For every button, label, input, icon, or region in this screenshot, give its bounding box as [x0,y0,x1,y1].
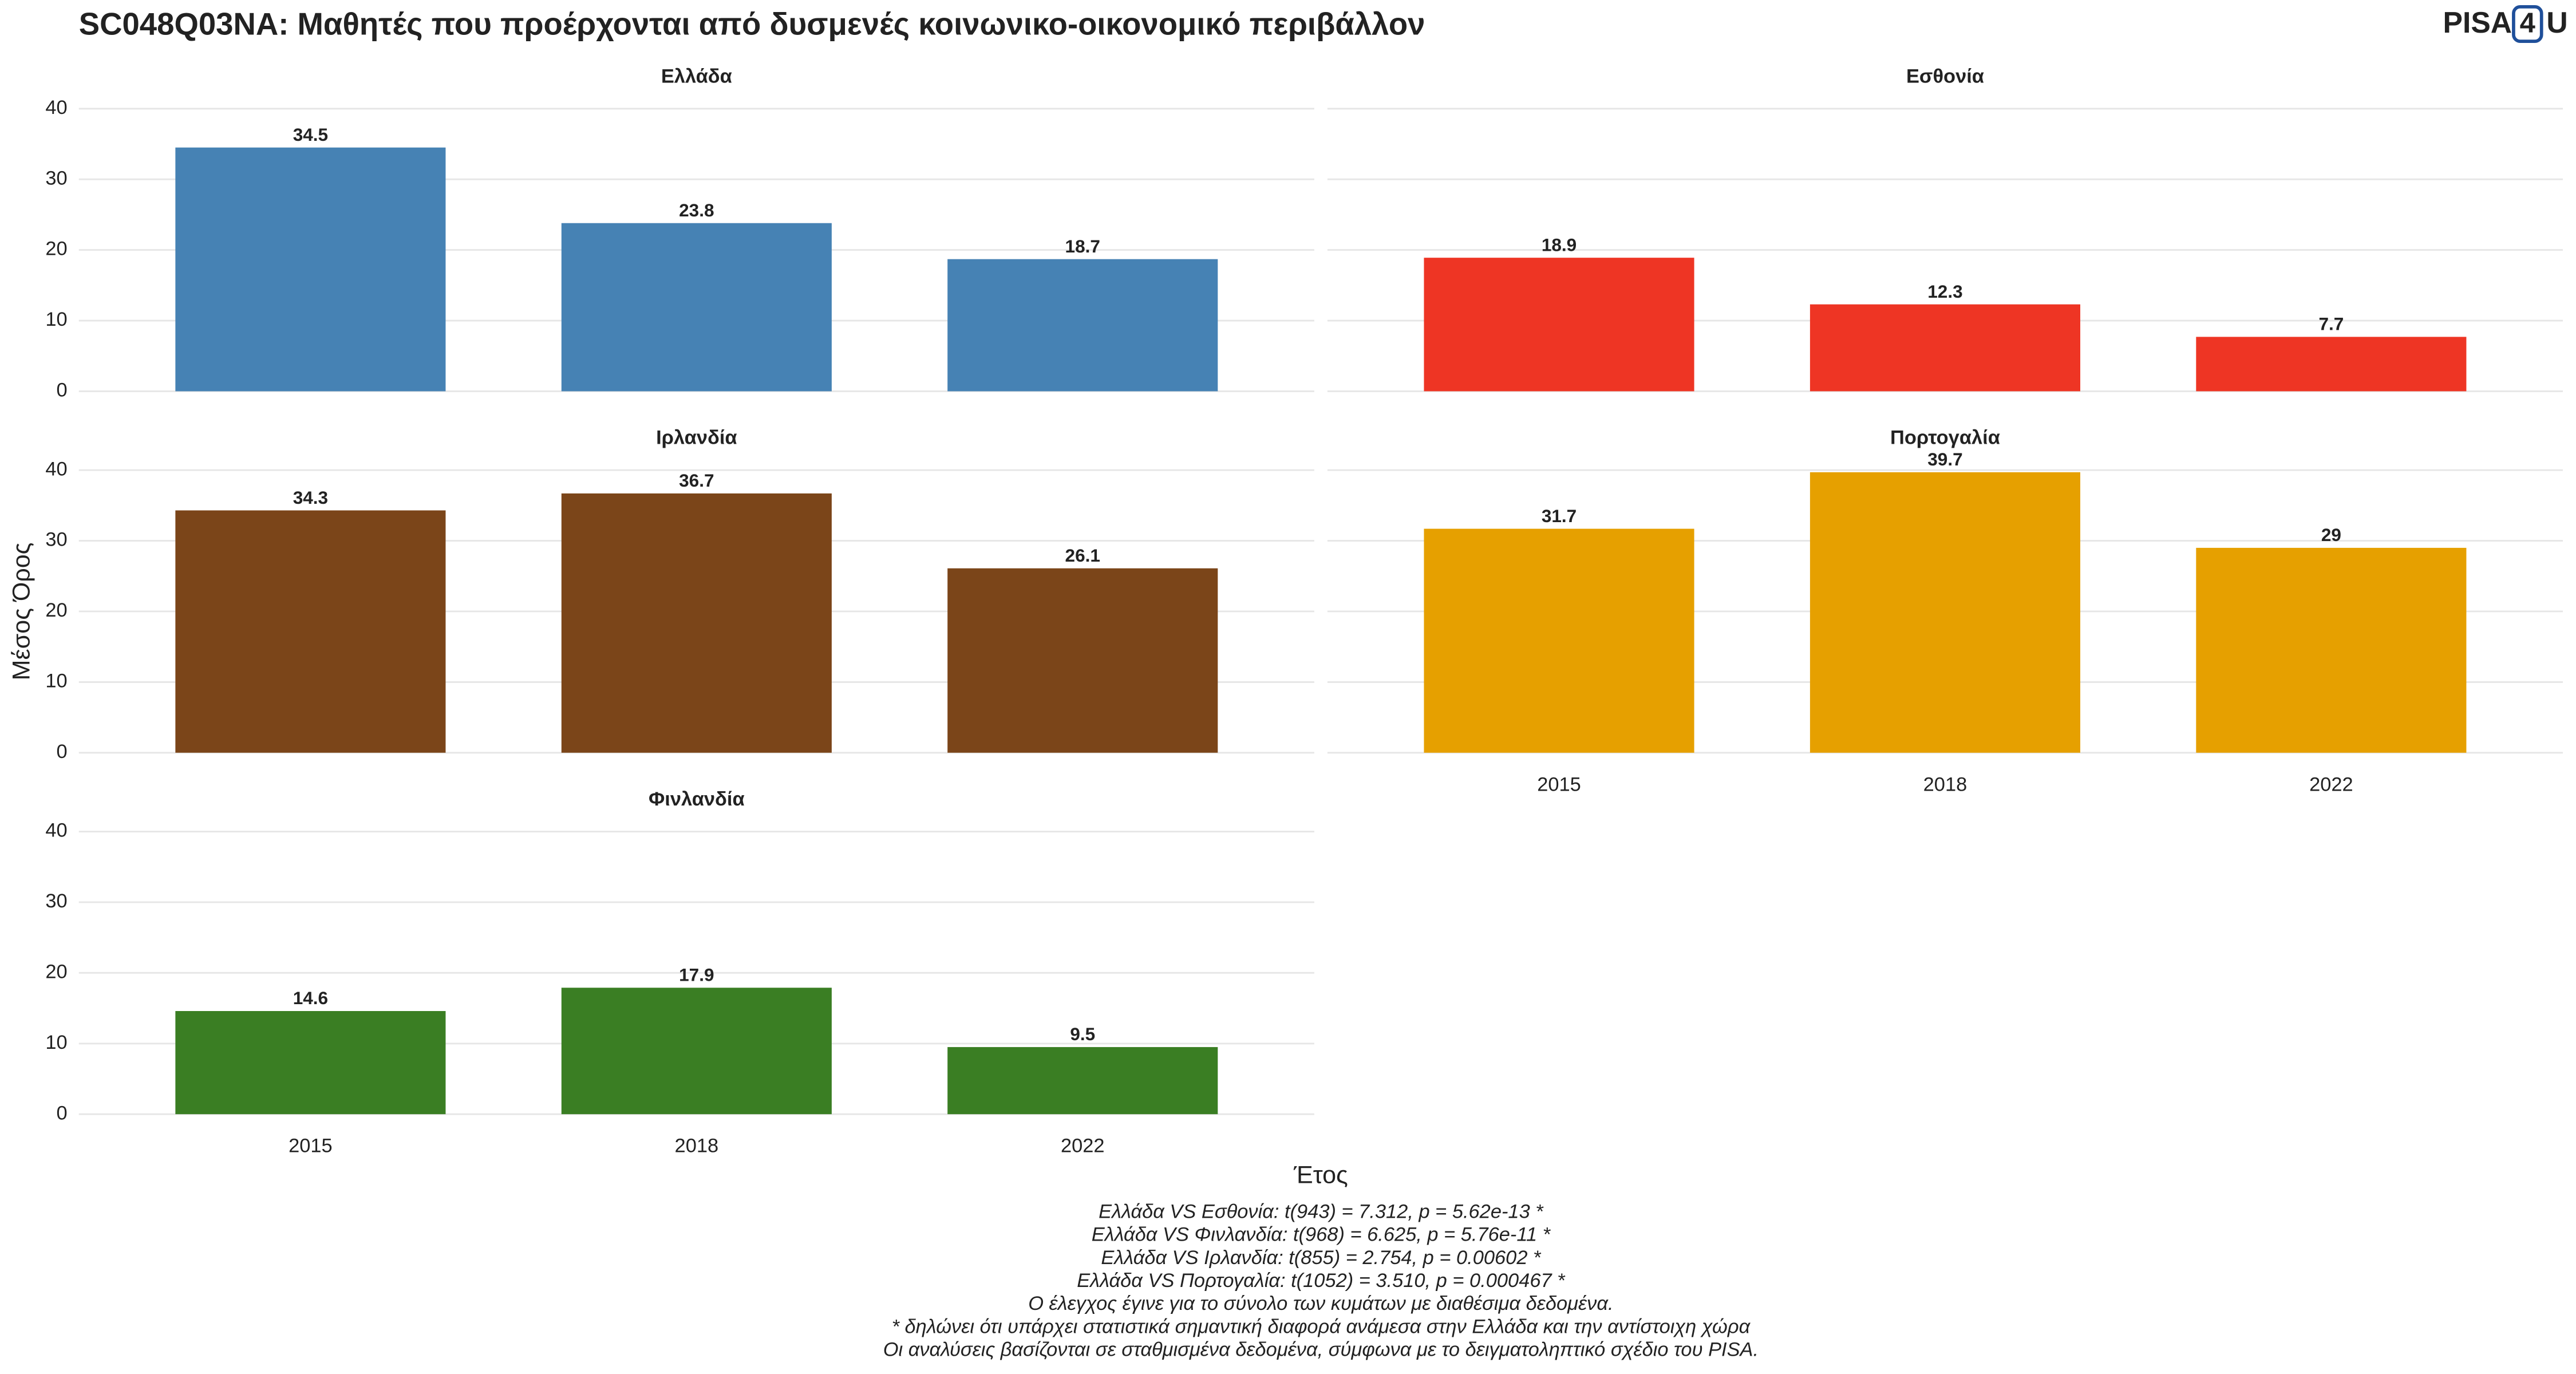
x-tick-label: 2022 [1061,1135,1105,1157]
y-tick-label: 0 [57,380,68,401]
y-tick-label: 40 [45,97,67,119]
bar [1809,304,2081,392]
logo-text: U [2546,6,2567,39]
footnote: Ελλάδα VS Φινλανδία: t(968) = 6.625, p =… [1092,1224,1551,1246]
value-label: 7.7 [2318,314,2344,334]
logo-text: PISA [2443,6,2512,39]
value-label: 14.6 [293,988,328,1008]
panel-title: Ελλάδα [661,65,732,87]
bar [561,223,832,392]
y-tick-label: 30 [45,529,67,551]
bar [2196,337,2467,392]
bar [175,147,446,392]
y-tick-label: 40 [45,458,67,480]
bar [175,510,446,753]
value-label: 31.7 [1542,506,1577,526]
value-label: 18.9 [1542,234,1577,255]
y-tick-label: 20 [45,599,67,621]
value-label: 23.8 [679,200,714,220]
y-tick-label: 30 [45,167,67,189]
y-tick-label: 30 [45,890,67,912]
bar [561,493,832,753]
bar [1424,258,1694,392]
x-axis-label: Έτος [1293,1162,1348,1189]
bar [561,988,832,1115]
bar [947,259,1218,392]
bar [2196,547,2467,753]
y-axis-label: Μέσος Όρος [8,543,35,681]
x-tick-label: 2018 [1923,773,1967,795]
y-tick-label: 10 [45,670,67,692]
footnote: Ελλάδα VS Ιρλανδία: t(855) = 2.754, p = … [1101,1247,1542,1269]
y-tick-label: 20 [45,238,67,260]
logo-box [2512,5,2543,43]
value-label: 34.3 [293,487,328,508]
chart-title: SC048Q03NA: Μαθητές που προέρχονται από … [79,7,1425,42]
value-label: 12.3 [1927,281,1962,302]
footnote: Ελλάδα VS Εσθονία: t(943) = 7.312, p = 5… [1099,1201,1544,1222]
footnote: * δηλώνει ότι υπάρχει στατιστικά σημαντι… [892,1316,1751,1337]
y-tick-label: 10 [45,1032,67,1053]
value-label: 17.9 [679,965,714,985]
bar [175,1011,446,1115]
panel-title: Εσθονία [1906,65,1984,87]
panel-title: Πορτογαλία [1890,427,2000,449]
x-tick-label: 2015 [1537,773,1581,795]
x-tick-label: 2022 [2309,773,2353,795]
y-tick-label: 10 [45,309,67,330]
footnote: Ελλάδα VS Πορτογαλία: t(1052) = 3.510, p… [1077,1270,1566,1292]
y-tick-label: 0 [57,741,68,763]
value-label: 18.7 [1065,236,1100,256]
bar [947,568,1218,753]
value-label: 26.1 [1065,545,1100,566]
y-tick-label: 20 [45,961,67,982]
value-label: 36.7 [679,470,714,491]
panel-title: Φινλανδία [649,788,745,810]
panel-title: Ιρλανδία [656,427,737,449]
value-label: 9.5 [1070,1024,1095,1044]
value-label: 34.5 [293,124,328,145]
bar [947,1047,1218,1115]
bar [1809,472,2081,753]
y-tick-label: 40 [45,820,67,842]
logo-text: 4 [2520,7,2535,38]
footnote: Οι αναλύσεις βασίζονται σε σταθμισμένα δ… [883,1339,1759,1361]
x-tick-label: 2018 [675,1135,719,1157]
x-tick-label: 2015 [289,1135,333,1157]
y-tick-label: 0 [57,1102,68,1124]
value-label: 29 [2321,524,2341,545]
value-label: 39.7 [1927,449,1962,469]
footnote: Ο έλεγχος έγινε για το σύνολο των κυμάτω… [1028,1293,1613,1314]
bar [1424,528,1694,753]
